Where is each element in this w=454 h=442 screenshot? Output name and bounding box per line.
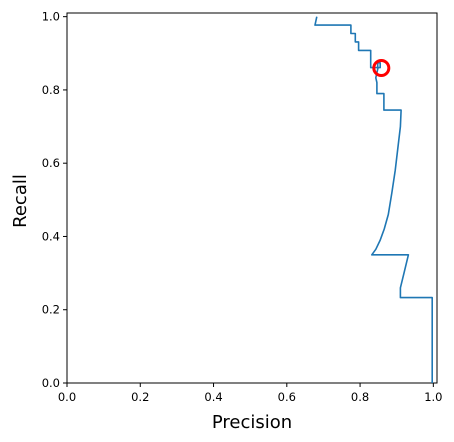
marker-layer — [372, 58, 391, 77]
x-tick-label: 1.0 — [424, 390, 442, 404]
x-tick-label: 0.0 — [58, 390, 76, 404]
y-tick-label: 0.0 — [42, 376, 60, 390]
y-tick-label: 0.2 — [42, 303, 60, 317]
y-tick-label: 0.4 — [42, 229, 60, 243]
y-axis-label: Recall — [10, 174, 31, 228]
series-layer — [314, 16, 434, 383]
x-tick-label: 0.2 — [131, 390, 149, 404]
x-axis-label: Precision — [212, 412, 292, 433]
x-tick-label: 0.4 — [204, 390, 222, 404]
x-tick-label: 0.6 — [278, 390, 296, 404]
pr-curve-line — [314, 16, 434, 383]
y-tick-label: 0.6 — [42, 156, 60, 170]
y-axis-ticks: 0.0 0.2 0.4 0.6 0.8 1.0 — [42, 10, 67, 390]
axes-frame — [66, 12, 438, 384]
y-tick-label: 1.0 — [42, 10, 60, 24]
y-tick-label: 0.8 — [42, 83, 60, 97]
x-axis-ticks: 0.0 0.2 0.4 0.6 0.8 1.0 — [58, 383, 442, 404]
x-tick-label: 0.8 — [351, 390, 369, 404]
highlight-marker — [372, 58, 391, 77]
plot-area-border — [66, 12, 438, 384]
